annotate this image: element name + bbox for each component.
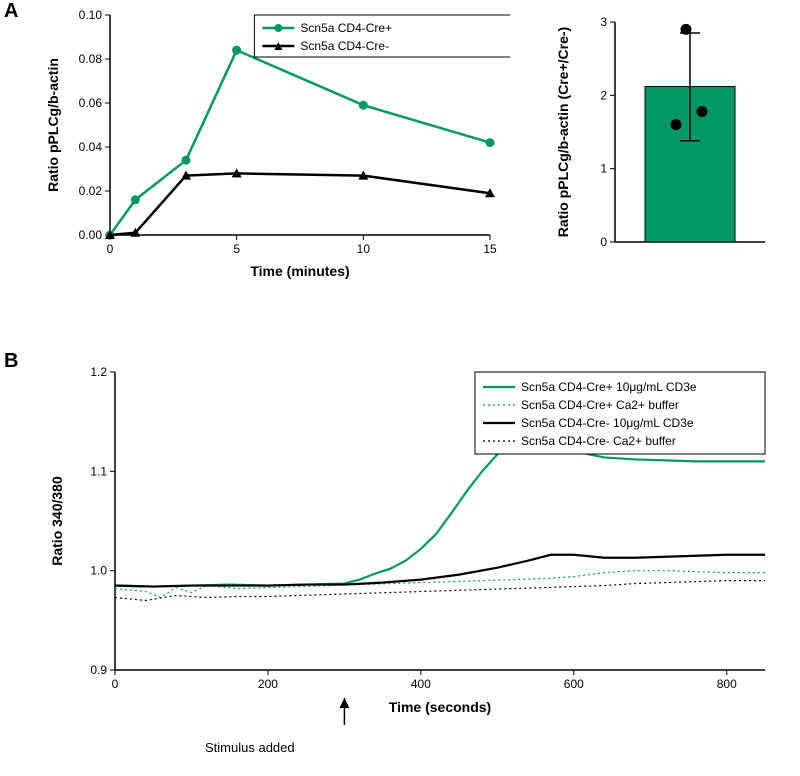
panel-b-line-chart: 0.9 1.0 1.1 1.2 0 200 400 600 800 Time (seconds) R…: [40, 360, 780, 740]
svg-text:1.2: 1.2: [90, 365, 107, 379]
svg-text:0.02: 0.02: [79, 184, 103, 198]
svg-text:0: 0: [107, 242, 114, 256]
svg-text:1: 1: [600, 162, 607, 176]
svg-text:Ratio 340/380: Ratio 340/380: [49, 476, 65, 566]
svg-text:600: 600: [564, 677, 584, 691]
svg-text:Time (seconds): Time (seconds): [389, 699, 491, 715]
svg-text:0.10: 0.10: [79, 8, 103, 22]
svg-text:0.9: 0.9: [90, 663, 107, 677]
panel-a-bar-chart: 0 1 2 3 Ratio pPLCg/b-actin (Cre+/Cre-): [550, 12, 780, 262]
svg-text:10: 10: [357, 242, 371, 256]
svg-text:Ratio pPLCg/b-actin (Cre+/Cre-: Ratio pPLCg/b-actin (Cre+/Cre-): [555, 27, 571, 237]
svg-text:5: 5: [233, 242, 240, 256]
svg-text:Time (minutes): Time (minutes): [250, 263, 349, 279]
svg-text:0: 0: [600, 235, 607, 249]
panel-a-line-chart: 0.00 0.02 0.04 0.06 0.08 0.10 0 5 10 15 Time (minu…: [40, 0, 510, 290]
svg-text:Scn5a CD4-Cre+ 10μg/mL CD3e: Scn5a CD4-Cre+ 10μg/mL CD3e: [521, 380, 697, 394]
svg-text:0.00: 0.00: [79, 228, 103, 242]
svg-text:15: 15: [483, 242, 497, 256]
svg-text:1.0: 1.0: [90, 564, 107, 578]
svg-text:0.08: 0.08: [79, 52, 103, 66]
svg-text:400: 400: [411, 677, 431, 691]
stimulus-added-label: Stimulus added: [205, 740, 295, 755]
svg-text:200: 200: [258, 677, 278, 691]
svg-text:Scn5a CD4-Cre+ Ca2+ buffer: Scn5a CD4-Cre+ Ca2+ buffer: [521, 398, 679, 412]
svg-text:800: 800: [717, 677, 737, 691]
svg-text:3: 3: [600, 15, 607, 29]
svg-text:2: 2: [600, 88, 607, 102]
svg-text:Scn5a CD4-Cre- Ca2+ buffer: Scn5a CD4-Cre- Ca2+ buffer: [521, 434, 676, 448]
svg-text:Scn5a CD4-Cre+: Scn5a CD4-Cre+: [300, 21, 392, 35]
svg-text:Scn5a CD4-Cre-: Scn5a CD4-Cre-: [300, 39, 389, 53]
panel-b-label: B: [4, 350, 18, 373]
svg-text:0.04: 0.04: [79, 140, 103, 154]
svg-text:1.1: 1.1: [90, 464, 107, 478]
svg-text:Scn5a CD4-Cre- 10μg/mL CD3e: Scn5a CD4-Cre- 10μg/mL CD3e: [521, 416, 694, 430]
svg-text:Ratio pPLCg/b-actin: Ratio pPLCg/b-actin: [45, 58, 61, 192]
svg-text:0: 0: [112, 677, 119, 691]
svg-text:0.06: 0.06: [79, 96, 103, 110]
panel-a-label: A: [4, 0, 18, 23]
figure-page: A B 0.000.020.040.060.080.10051015Time (…: [0, 0, 800, 776]
